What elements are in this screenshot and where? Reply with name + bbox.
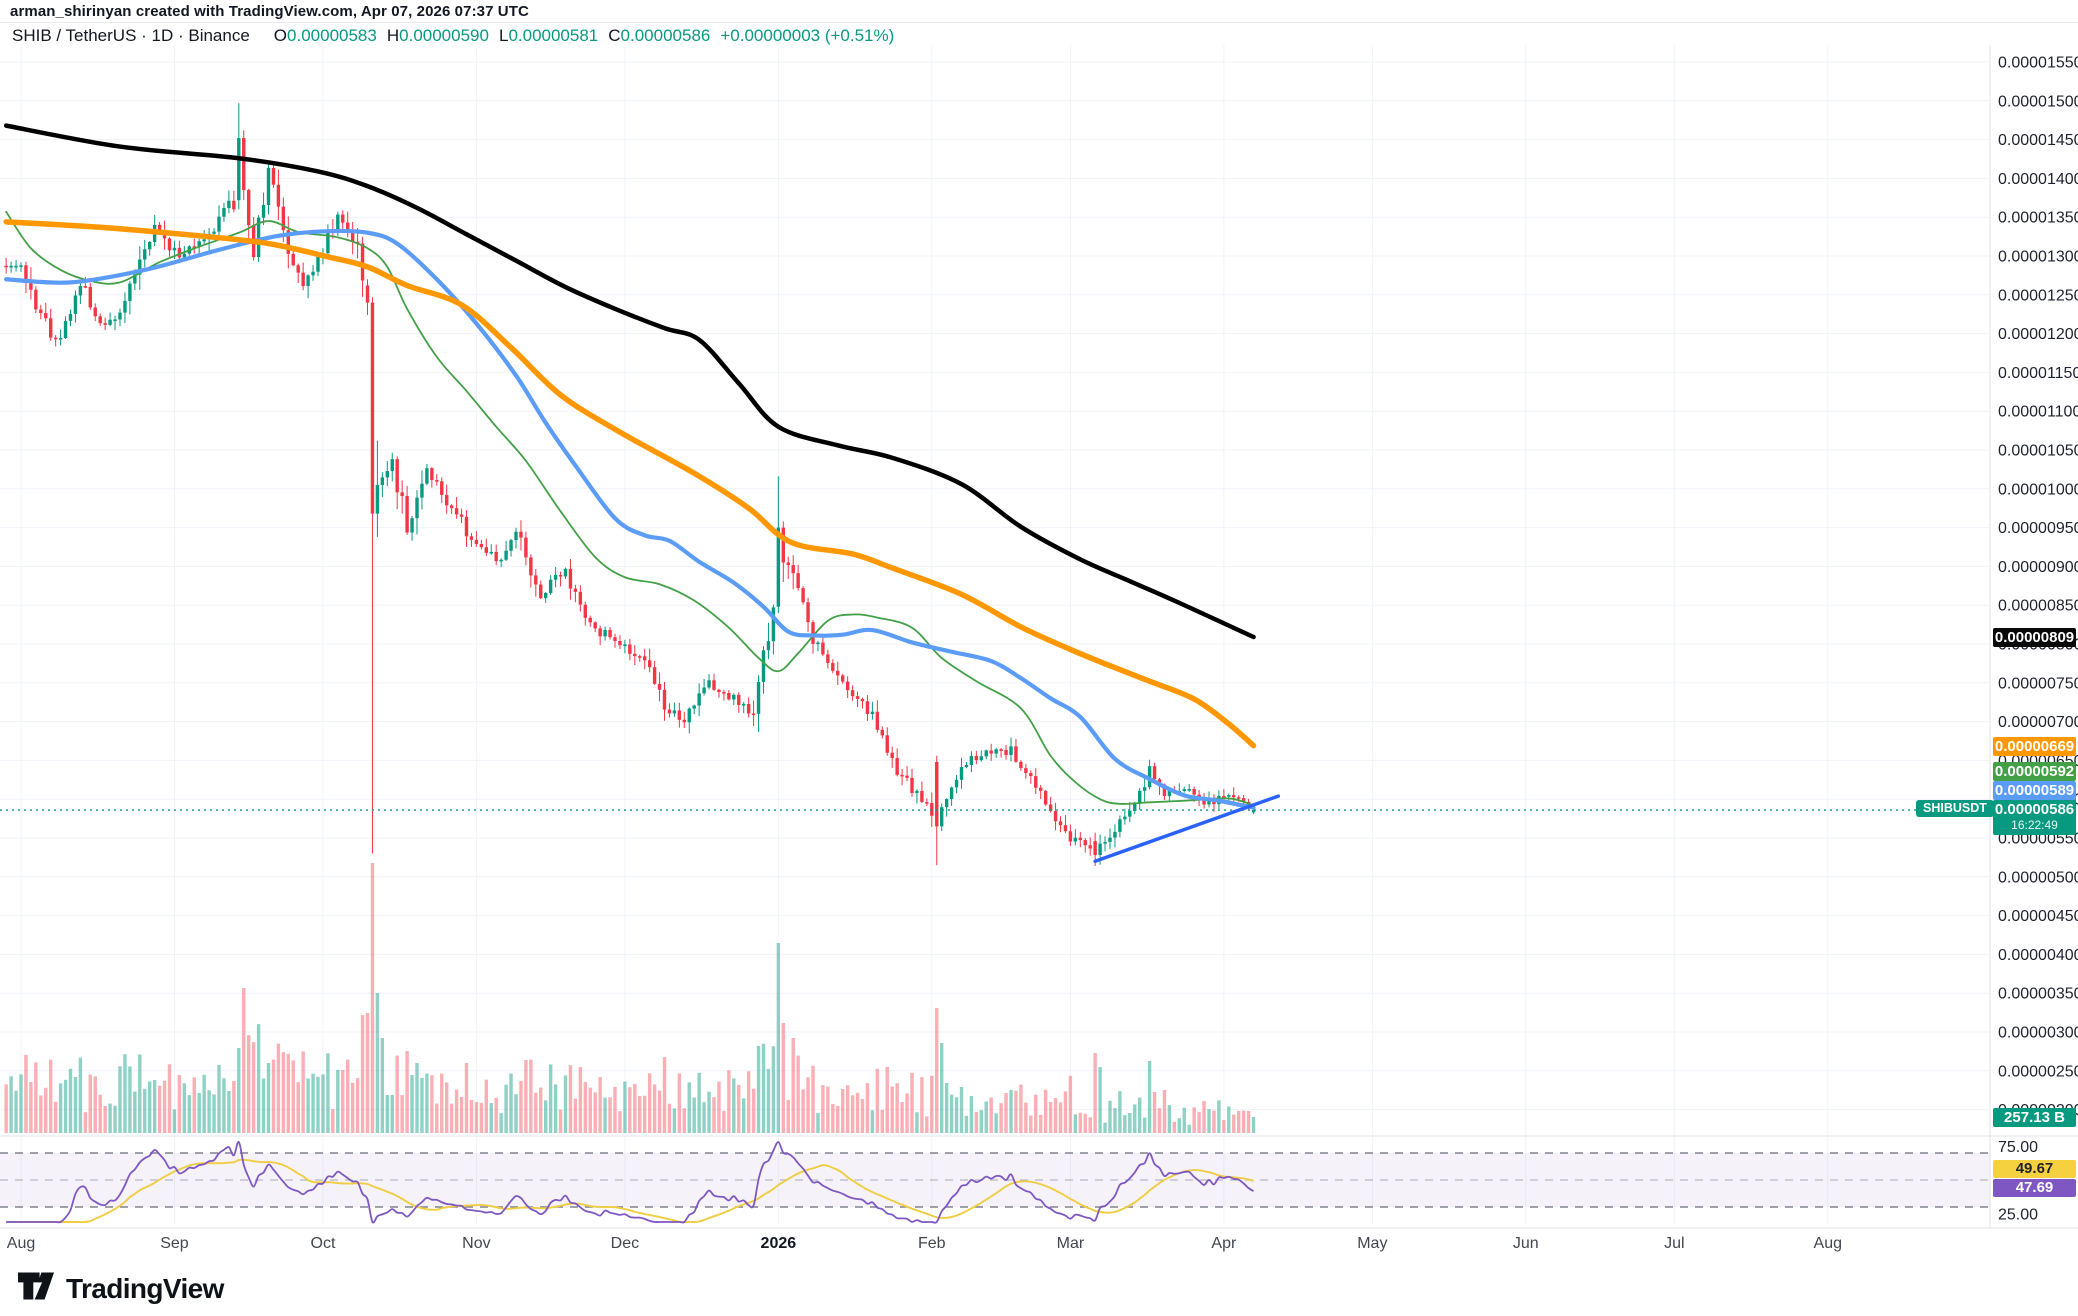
svg-text:0.00000900: 0.00000900 [1998,559,2078,576]
svg-text:0.00001100: 0.00001100 [1998,404,2078,421]
svg-text:Feb: Feb [918,1235,946,1252]
bar-countdown: 16:22:49 [2011,818,2058,832]
svg-text:Jun: Jun [1513,1235,1539,1252]
ma21-price-badge: 0.00000592 [1993,762,2076,781]
svg-text:0.00000450: 0.00000450 [1998,908,2078,925]
attribution-text: arman_shirinyan created with TradingView… [10,3,529,20]
svg-text:0.00000950: 0.00000950 [1998,520,2078,537]
low-value: 0.00000581 [508,26,599,45]
volume-badge: 257.13 B [1993,1108,2076,1127]
tradingview-logo-icon [16,1268,56,1309]
svg-text:Sep: Sep [160,1235,189,1252]
tradingview-logo-text: TradingView [66,1272,224,1304]
attribution-bar: arman_shirinyan created with TradingView… [0,0,2078,23]
last-price-badge: 0.00000586 16:22:49 [1993,800,2076,835]
ma50-price-badge: 0.00000589 [1993,781,2076,800]
svg-text:Jul: Jul [1664,1235,1684,1252]
high-value: 0.00000590 [399,26,489,45]
svg-text:2026: 2026 [761,1235,797,1252]
svg-text:Dec: Dec [611,1235,639,1252]
close-value: 0.00000586 [620,26,711,45]
close-label: C [608,26,621,45]
svg-text:0.00001450: 0.00001450 [1998,132,2078,149]
ma200-price-badge: 0.00000809 [1993,628,2076,647]
svg-text:75.00: 75.00 [1998,1139,2038,1156]
symbol-info-bar[interactable]: SHIB / TetherUS · 1D · Binance O0.0000058… [12,26,894,46]
svg-text:0.00001400: 0.00001400 [1998,171,2078,188]
rsi-ma-badge: 49.67 [1993,1160,2076,1178]
svg-text:0.00001250: 0.00001250 [1998,287,2078,304]
svg-text:0.00001150: 0.00001150 [1998,365,2078,382]
svg-text:Oct: Oct [311,1235,336,1252]
svg-text:Mar: Mar [1057,1235,1085,1252]
svg-text:0.00000350: 0.00000350 [1998,986,2078,1003]
last-price-value: 0.00000586 [1994,801,2075,818]
svg-text:0.00001050: 0.00001050 [1998,443,2078,460]
high-label: H [386,26,400,45]
svg-text:0.00001000: 0.00001000 [1998,481,2078,498]
svg-text:0.00001300: 0.00001300 [1998,249,2078,266]
open-label: O [273,26,288,45]
svg-text:Nov: Nov [462,1235,490,1252]
symbol-title[interactable]: SHIB / TetherUS · 1D · Binance [12,26,250,45]
ma100-price-badge: 0.00000669 [1993,737,2076,756]
open-value: 0.00000583 [287,26,377,45]
svg-text:0.00001550: 0.00001550 [1998,55,2078,72]
svg-text:0.00000750: 0.00000750 [1998,675,2078,692]
svg-text:0.00000850: 0.00000850 [1998,598,2078,615]
low-label: L [498,26,509,45]
price-line-symbol-label[interactable]: SHIBUSDT [1916,800,1994,817]
svg-text:0.00000500: 0.00000500 [1998,869,2078,886]
change-value: +0.00000003 (+0.51%) [720,26,895,45]
svg-text:May: May [1357,1235,1387,1252]
svg-text:0.00000700: 0.00000700 [1998,714,2078,731]
svg-text:0.00000400: 0.00000400 [1998,947,2078,964]
svg-text:0.00001350: 0.00001350 [1998,210,2078,227]
svg-text:0.00001200: 0.00001200 [1998,326,2078,343]
svg-text:0.00000250: 0.00000250 [1998,1063,2078,1080]
svg-text:25.00: 25.00 [1998,1206,2038,1223]
svg-text:Apr: Apr [1211,1235,1237,1252]
svg-text:0.00000300: 0.00000300 [1998,1025,2078,1042]
tradingview-logo[interactable]: TradingView [16,1268,224,1309]
svg-text:Aug: Aug [1814,1235,1842,1252]
rsi-value-badge: 47.69 [1993,1179,2076,1197]
svg-text:0.00001500: 0.00001500 [1998,93,2078,110]
svg-text:Aug: Aug [7,1235,35,1252]
